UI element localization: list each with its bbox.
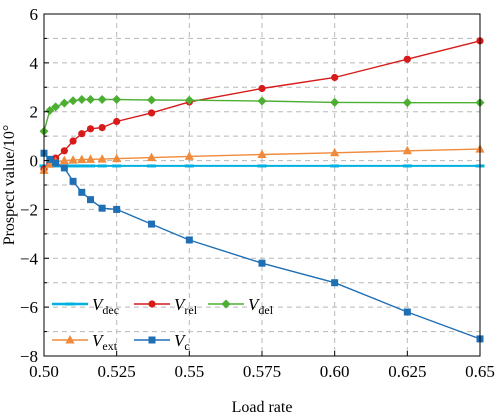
legend-entry-del: Vdel: [208, 295, 274, 317]
data-point: [402, 98, 412, 108]
data-point: [331, 73, 339, 82]
y-tick-label: −2: [20, 200, 38, 219]
data-point: [147, 109, 156, 117]
legend: Vdec Vrel Vdel Vext Vc: [52, 295, 274, 353]
legend-entry-dec: Vdec: [52, 295, 119, 317]
y-axis-label: Prospect value/10°: [1, 125, 18, 246]
data-point: [112, 153, 122, 163]
data-point: [148, 220, 156, 228]
data-point: [77, 95, 87, 104]
legend-label: Vdec: [92, 295, 119, 317]
data-point: [403, 55, 411, 63]
legend-label: Vdel: [248, 295, 274, 317]
data-point: [68, 155, 78, 164]
data-point: [257, 149, 267, 158]
data-point: [51, 102, 61, 112]
x-tick-label: 0.625: [388, 362, 426, 381]
data-point: [98, 123, 106, 132]
legend-entry-rel: Vrel: [134, 295, 198, 317]
data-point: [184, 95, 194, 105]
y-tick-label: −6: [20, 298, 38, 317]
x-tick-label: 0.575: [243, 362, 281, 381]
data-point: [59, 98, 69, 108]
legend-entry-c: Vc: [134, 331, 190, 353]
data-point: [46, 155, 54, 163]
legend-entry-ext: Vext: [52, 331, 118, 353]
legend-label: Vrel: [174, 295, 198, 317]
data-point: [60, 164, 68, 172]
x-tick-label: 0.525: [98, 362, 136, 381]
data-point: [331, 279, 339, 287]
data-point: [403, 308, 411, 316]
data-point: [98, 204, 106, 212]
data-point: [65, 335, 75, 344]
data-point: [147, 95, 157, 105]
data-point: [60, 147, 68, 155]
x-tick-label: 0.55: [174, 362, 204, 381]
data-point: [148, 336, 156, 344]
data-point: [97, 95, 107, 104]
y-tick-label: 2: [30, 103, 39, 122]
x-axis-label: Load rate: [232, 399, 293, 416]
x-tick-label: 0.65: [465, 362, 495, 381]
data-point: [78, 130, 86, 138]
data-point: [258, 259, 266, 267]
data-point: [69, 137, 77, 145]
data-point: [68, 96, 78, 106]
data-point: [45, 105, 55, 115]
data-point: [97, 154, 107, 163]
data-point: [148, 300, 156, 308]
data-point: [113, 117, 121, 126]
series-del: [39, 95, 485, 136]
data-point: [257, 96, 267, 106]
data-point: [221, 299, 231, 309]
data-point: [59, 155, 69, 165]
data-point: [85, 154, 96, 163]
y-tick-label: 0: [30, 152, 39, 171]
data-point: [258, 84, 266, 93]
data-point: [77, 154, 87, 164]
data-point: [185, 236, 193, 244]
data-point: [402, 145, 412, 155]
data-point: [330, 97, 340, 107]
y-tick-label: −8: [20, 347, 38, 366]
y-tick-label: 6: [30, 5, 39, 24]
data-point: [52, 159, 60, 167]
x-tick-label: 0.50: [29, 362, 59, 381]
data-point: [86, 95, 96, 104]
data-point: [112, 95, 122, 104]
plot-frame: [43, 13, 481, 357]
data-point: [69, 177, 77, 185]
series-layer: [39, 37, 485, 343]
data-point: [184, 151, 194, 160]
data-point: [86, 125, 95, 133]
y-tick-label: 4: [30, 54, 39, 73]
data-point: [113, 205, 121, 213]
data-point: [78, 188, 86, 196]
tick-labels: 0.50 0.525 0.55 0.575 0.60 0.625 0.65 −8 −6 −4 −2 0…: [20, 5, 495, 381]
data-point: [45, 159, 55, 168]
data-point: [87, 196, 95, 204]
data-point: [146, 152, 157, 162]
x-tick-label: 0.60: [320, 362, 350, 381]
legend-label: Vc: [174, 331, 190, 353]
legend-label: Vext: [92, 331, 118, 353]
data-point: [330, 147, 340, 157]
y-tick-label: −4: [20, 249, 39, 268]
